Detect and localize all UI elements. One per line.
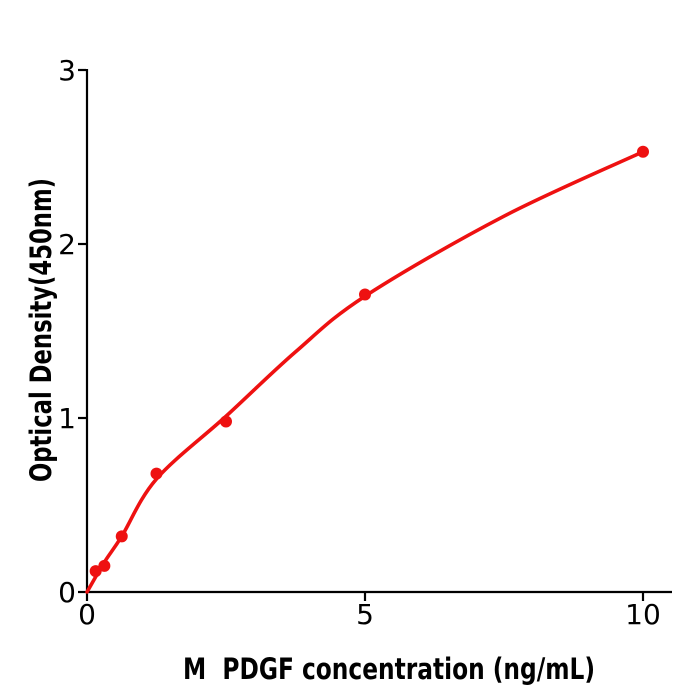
x-tick-label: 5 [356, 598, 374, 631]
y-tick-label: 3 [58, 54, 76, 87]
x-axis-label: M PDGF concentration (ng/mL) [183, 652, 595, 686]
data-point [150, 467, 163, 480]
data-point [115, 530, 128, 543]
data-point [89, 565, 102, 578]
data-point [359, 288, 371, 301]
y-tick-label: 2 [58, 228, 76, 261]
fit-curve [85, 149, 645, 594]
data-point [98, 559, 111, 572]
x-tick-label: 10 [625, 598, 661, 631]
x-tick-label: 0 [78, 598, 96, 631]
data-point [637, 145, 649, 158]
y-axis-label: Optical Density(450nm) [24, 178, 58, 482]
data-layer [85, 145, 649, 594]
data-point [220, 415, 232, 428]
y-tick-label: 0 [58, 576, 76, 609]
axes-layer: 0 5 10 0 1 2 3 [58, 54, 672, 631]
y-tick-label: 1 [58, 402, 76, 435]
